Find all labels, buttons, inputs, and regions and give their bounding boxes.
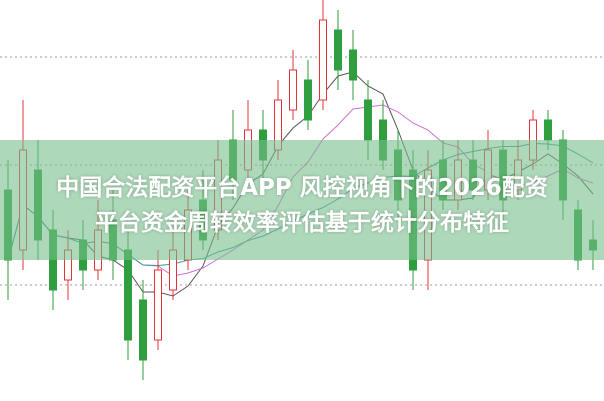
candle-down — [334, 29, 342, 71]
title-banner — [0, 140, 604, 260]
candle-up — [319, 19, 327, 101]
candle-down — [349, 49, 357, 81]
candle-up — [154, 269, 162, 341]
candle-down — [364, 99, 372, 141]
title-line-2: 平台资金周转效率评估基于统计分布特征 — [95, 210, 509, 236]
candle-down — [124, 249, 132, 341]
candle-down — [139, 299, 147, 361]
candle-down — [544, 119, 552, 141]
title-line-1: 中国合法配资平台APP 风控视角下的2026配资 — [56, 175, 548, 201]
candle-down — [304, 79, 312, 121]
candle-up — [289, 69, 297, 111]
